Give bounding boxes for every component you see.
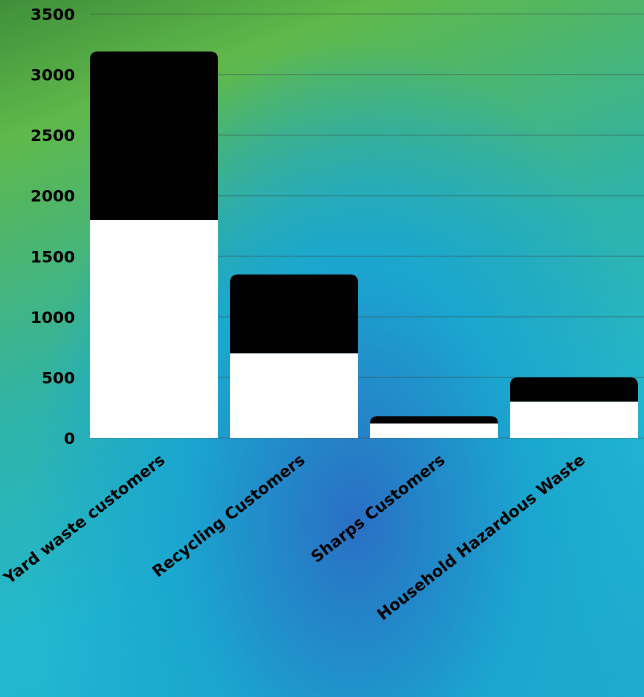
y-tick-label: 1500 [30, 247, 75, 266]
y-tick-label: 2000 [30, 187, 75, 206]
y-tick-label: 2500 [30, 126, 75, 145]
y-tick-label: 0 [64, 429, 75, 448]
x-tick-label: Sharps Customers [307, 450, 448, 566]
bar-segment [370, 416, 498, 424]
bar-segment [230, 353, 358, 438]
x-tick-label: Recycling Customers [148, 450, 308, 581]
bar-segment [230, 274, 358, 354]
y-tick-label: 500 [42, 368, 75, 387]
y-tick-label: 1000 [30, 308, 75, 327]
bar-segment [510, 401, 638, 438]
x-tick-label: Yard waste customers [0, 450, 168, 588]
bar-segment [90, 219, 218, 438]
y-tick-label: 3500 [30, 5, 75, 24]
bar-segment [510, 377, 638, 402]
bar-segment [90, 51, 218, 220]
y-tick-label: 3000 [30, 66, 75, 85]
bar-segment [370, 423, 498, 438]
